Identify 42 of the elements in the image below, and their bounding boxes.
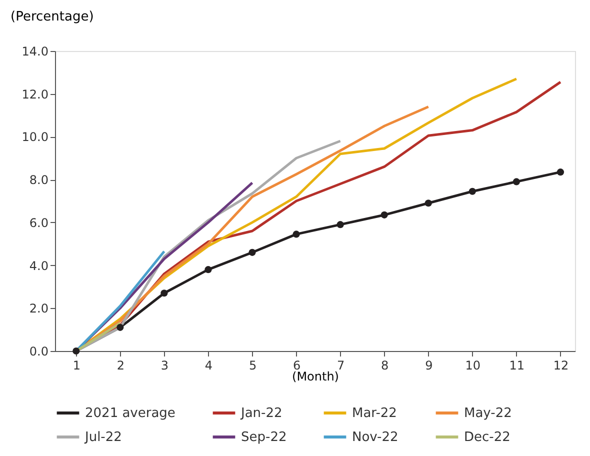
point (72, 347, 80, 355)
point (292, 230, 300, 238)
point (336, 221, 344, 228)
x-tick-label: 2 (116, 358, 124, 372)
y-tick-label: 12.0 (22, 87, 48, 102)
point (204, 266, 212, 274)
y-tick-label: 10.0 (22, 130, 48, 144)
y-tick-label: 8.0 (29, 173, 48, 188)
y-axis-title: (Percentage) (10, 10, 94, 24)
legend-label: Jan-22 (240, 406, 282, 421)
y-tick-label: 6.0 (29, 216, 48, 230)
point (116, 324, 124, 331)
x-tick-label: 6 (292, 358, 301, 372)
point (160, 290, 168, 297)
legend-label: Dec-22 (464, 430, 510, 445)
x-tick-label: 12 (553, 358, 569, 372)
x-tick-label: 1 (72, 358, 80, 372)
point (512, 178, 520, 186)
y-tick-label: 2.0 (29, 302, 48, 316)
legend-label: Mar-22 (352, 406, 397, 421)
x-tick-label: 7 (336, 358, 345, 372)
point (556, 168, 564, 176)
x-tick-label: 3 (160, 358, 169, 372)
legend-label: 2021 average (85, 406, 176, 421)
point (468, 188, 476, 195)
point (380, 211, 388, 218)
point (248, 248, 256, 256)
legend-label: Jul-22 (84, 430, 122, 445)
point (424, 200, 432, 207)
legend-label: Sep-22 (241, 430, 287, 445)
x-axis-title: (Month) (292, 370, 339, 384)
x-tick-label: 10 (465, 358, 481, 372)
y-tick-label: 0.0 (29, 344, 48, 358)
y-tick-label: 14.0 (22, 44, 48, 58)
x-tick-label: 9 (425, 358, 433, 372)
x-tick-label: 4 (204, 358, 213, 372)
legend-label: Nov-22 (352, 430, 398, 445)
legend-label: May-22 (464, 406, 512, 421)
x-tick-label: 5 (248, 358, 257, 372)
x-tick-label: 8 (381, 358, 389, 372)
y-tick-label: 4.0 (29, 258, 48, 273)
x-tick-label: 11 (509, 358, 525, 372)
